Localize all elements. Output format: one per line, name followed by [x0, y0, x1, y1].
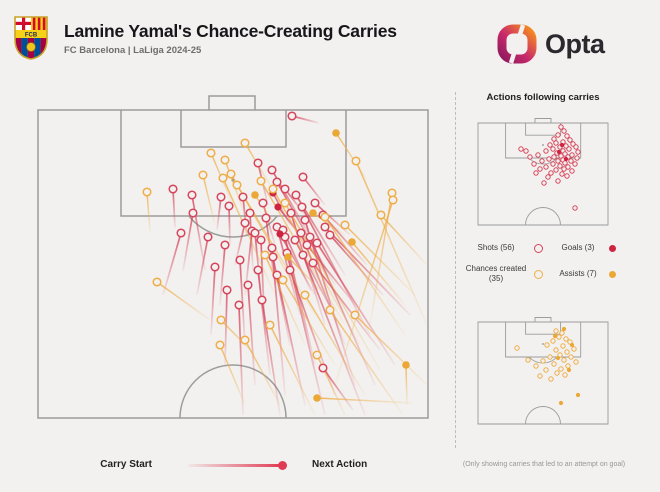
panel-title: Actions following carries [486, 92, 600, 103]
opta-wordmark: Opta [545, 28, 605, 59]
legend-label-shots: Shots (56) [477, 243, 515, 252]
assists-swatch-icon [609, 270, 616, 278]
page-title: Lamine Yamal's Chance-Creating Carries [64, 21, 397, 41]
pitch-lines [477, 118, 609, 226]
legend-label-chances: Chances created (35) [465, 264, 527, 283]
panel-divider [455, 92, 456, 448]
legend-row: Shots (56) Goals (3) [462, 243, 618, 253]
carry-gradient-line-icon [188, 464, 282, 467]
legend-row: Chances created (35) Assists (7) [462, 264, 618, 284]
carry-start-label: Carry Start [100, 459, 152, 470]
carry-markers-layer [142, 111, 410, 402]
shots-mini-pitch [477, 118, 609, 226]
opta-logo-icon [497, 24, 537, 64]
penalty-spot [542, 144, 544, 146]
footnote: (Only showing carries that led to an att… [462, 461, 626, 468]
next-action-dot-icon [278, 460, 287, 470]
pitch-lines [37, 95, 429, 419]
page-subtitle: FC Barcelona | LaLiga 2024-25 [64, 45, 202, 56]
main-pitch-chart [15, 85, 455, 435]
legend-label-goals: Goals (3) [561, 243, 595, 252]
pitch-lines [477, 317, 609, 425]
opta-logo: Opta [496, 23, 605, 65]
main-pitch-svg [37, 95, 429, 419]
shots-scatter-layer [518, 124, 581, 211]
crest-text: FCB [25, 32, 38, 38]
goals-swatch-icon [609, 244, 616, 252]
header: Lamine Yamal's Chance-Creating Carries F… [64, 21, 397, 56]
legend-label-assists: Assists (7) [559, 269, 597, 278]
carry-lines-layer [146, 115, 428, 416]
carry-legend: Carry Start Next Action [0, 455, 455, 481]
chances-scatter-layer [514, 326, 581, 406]
next-action-label: Next Action [312, 459, 368, 470]
shots-swatch-icon [534, 243, 543, 253]
fc-barcelona-crest-icon: FCB [14, 16, 48, 60]
actions-legend: Shots (56) Goals (3) Chances created (35… [462, 243, 618, 295]
penalty-spot [542, 343, 544, 345]
chances-swatch-icon [534, 269, 543, 279]
chances-mini-pitch [477, 317, 609, 425]
